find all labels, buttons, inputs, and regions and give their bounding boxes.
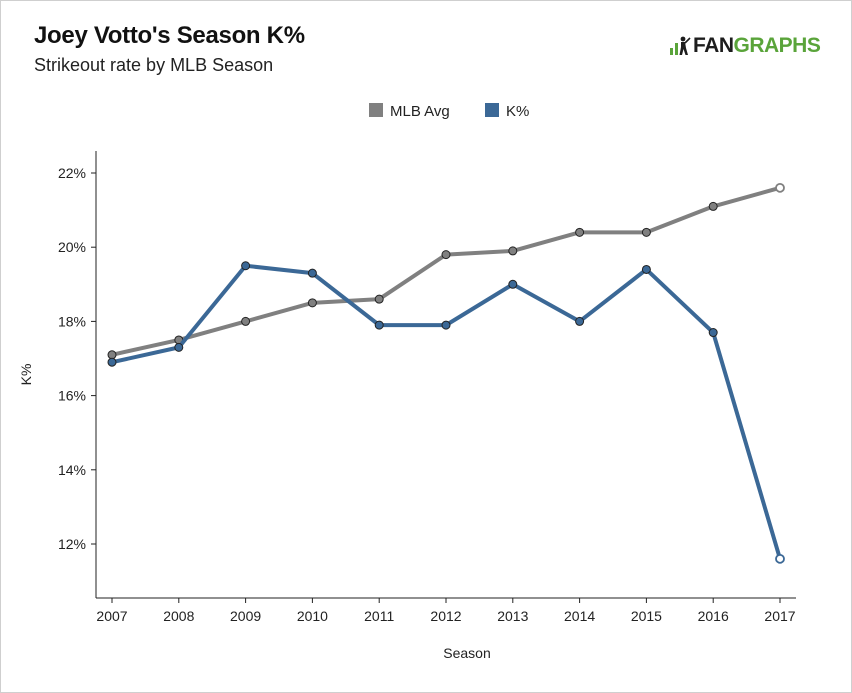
legend-label: MLB Avg: [390, 103, 450, 120]
x-tick-label: 2015: [631, 608, 662, 624]
data-point: [641, 264, 651, 274]
x-tick-label: 2008: [163, 608, 194, 624]
y-tick-label: 12%: [58, 536, 86, 552]
legend-swatch: [485, 103, 499, 117]
y-axis-label: K%: [18, 364, 34, 386]
data-point: [107, 357, 117, 367]
data-point: [775, 553, 785, 564]
x-tick-label: 2010: [297, 608, 328, 624]
series-line: [110, 263, 782, 561]
logo-text-fan: FAN: [693, 34, 734, 57]
x-tick-label: 2017: [764, 608, 795, 624]
data-point: [374, 320, 384, 330]
y-tick-label: 14%: [58, 462, 86, 478]
logo-text-graphs: GRAPHS: [733, 34, 821, 57]
x-axis-label: Season: [443, 645, 490, 661]
x-tick-label: 2012: [430, 608, 461, 624]
fangraphs-logo: FAN GRAPHS: [669, 34, 821, 58]
series-line: [110, 185, 782, 357]
x-tick-label: 2014: [564, 608, 595, 624]
data-point: [307, 268, 317, 278]
data-point: [307, 298, 317, 308]
fangraphs-logo-icon: [670, 36, 691, 55]
data-point: [441, 320, 451, 330]
data-point: [508, 246, 518, 256]
data-point: [708, 201, 718, 211]
data-point: [174, 342, 184, 352]
x-tick-label: 2007: [96, 608, 127, 624]
x-tick-label: 2013: [497, 608, 528, 624]
data-point: [241, 316, 251, 326]
chart-subtitle: Strikeout rate by MLB Season: [34, 55, 274, 75]
data-point: [575, 227, 585, 237]
x-tick-label: 2016: [698, 608, 729, 624]
y-tick-label: 16%: [58, 388, 86, 404]
axes: 12% 14% 16% 18% 20% 22% 2007 2008 2009 2010 2011 20…: [18, 151, 796, 661]
x-tick-label: 2009: [230, 608, 261, 624]
legend: MLB Avg K%: [369, 103, 529, 120]
y-tick-label: 20%: [58, 239, 86, 255]
legend-label: K%: [506, 103, 529, 120]
data-point: [775, 182, 785, 193]
series-layer: [107, 182, 785, 564]
legend-swatch: [369, 103, 383, 117]
chart-title: Joey Votto's Season K%: [34, 22, 305, 49]
data-point: [374, 294, 384, 304]
y-tick-label: 22%: [58, 165, 86, 181]
data-point: [441, 250, 451, 260]
data-point: [508, 279, 518, 289]
data-point: [575, 316, 585, 326]
data-point: [241, 261, 251, 271]
y-tick-label: 18%: [58, 313, 86, 329]
data-point: [641, 227, 651, 237]
data-point: [708, 328, 718, 338]
data-point: [107, 350, 117, 360]
x-tick-label: 2011: [364, 608, 394, 624]
